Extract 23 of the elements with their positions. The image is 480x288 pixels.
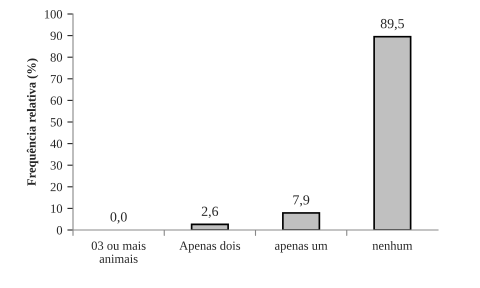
- bar: [373, 36, 412, 230]
- y-tick-label: 80: [50, 53, 62, 62]
- y-tick-label: 90: [50, 32, 62, 40]
- x-tick-label: nenhum: [372, 241, 412, 250]
- y-axis-title: Frequência relativa (%): [26, 58, 38, 186]
- bar: [190, 224, 229, 230]
- x-tick-label: 03 ou mais animais: [92, 241, 146, 263]
- data-label: 2,6: [202, 206, 218, 218]
- data-label: 89,5: [380, 18, 404, 30]
- data-label: 7,9: [293, 195, 310, 207]
- y-tick-label: 10: [51, 204, 62, 213]
- x-tick-label: Apenas dois: [179, 241, 240, 252]
- y-tick-label: 40: [50, 140, 62, 148]
- y-tick-label: 0: [56, 226, 62, 234]
- y-tick-label: 20: [50, 182, 62, 192]
- y-tick-label: 60: [50, 96, 62, 105]
- y-tick-label: 50: [50, 118, 62, 126]
- y-tick-label: 100: [44, 10, 62, 18]
- data-label: 0,0: [110, 212, 127, 224]
- y-tick-label: 70: [50, 74, 62, 84]
- y-tick-label: 30: [50, 161, 62, 170]
- x-tick-label: apenas um: [275, 244, 328, 252]
- bar: [282, 212, 320, 230]
